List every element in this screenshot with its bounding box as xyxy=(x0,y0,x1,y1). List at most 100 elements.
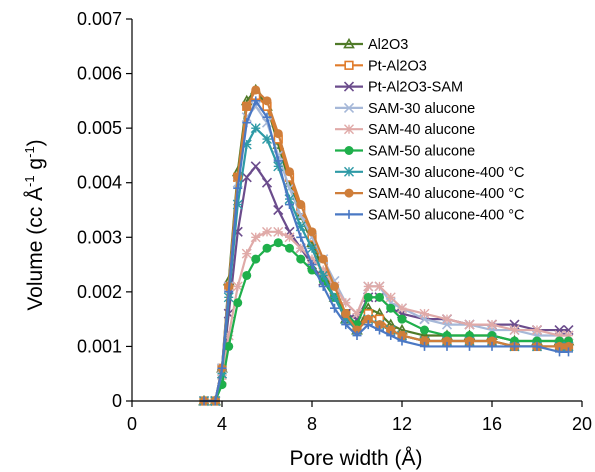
y-tick-label: 0 xyxy=(112,391,122,411)
series-point xyxy=(273,129,283,139)
series-point xyxy=(242,118,252,128)
series-point xyxy=(397,331,407,341)
x-tick-label: 4 xyxy=(217,414,227,434)
series-point xyxy=(385,292,396,303)
series-point xyxy=(532,341,542,351)
series-point xyxy=(555,347,564,357)
legend-item: Pt-Al2O3 xyxy=(335,58,427,74)
legend-item: SAM-50 alucone xyxy=(335,144,475,160)
series-point xyxy=(318,281,328,291)
legend-label: SAM-30 alucone xyxy=(368,101,475,117)
series-point xyxy=(273,238,283,248)
legend-marker xyxy=(344,188,354,198)
series-point xyxy=(262,243,272,253)
legend-item: Pt-Al2O3-SAM xyxy=(335,80,463,96)
series-point xyxy=(284,194,295,205)
series-point xyxy=(273,204,284,216)
series-point xyxy=(555,341,564,351)
series-point xyxy=(554,330,565,341)
series-point xyxy=(363,320,373,330)
series-point xyxy=(420,341,429,351)
series-point xyxy=(307,227,317,237)
legend-item: SAM-50 alucone-400 °C xyxy=(335,207,525,223)
series-point xyxy=(420,336,429,346)
legend-item: SAM-30 alucone-400 °C xyxy=(335,165,525,181)
series-9 xyxy=(199,96,573,406)
series-point xyxy=(295,221,306,232)
legend-label: Pt-Al2O3 xyxy=(368,58,427,74)
series-point xyxy=(564,341,573,351)
legend-marker xyxy=(344,60,354,70)
series-point xyxy=(442,314,452,325)
series-point xyxy=(442,336,452,346)
series-point xyxy=(386,331,396,341)
y-axis-title: Volume (cc Å-1 g-1) xyxy=(22,139,47,310)
series-point xyxy=(224,287,234,297)
y-tick-label: 0.004 xyxy=(77,173,122,193)
legend-label: Pt-Al2O3-SAM xyxy=(368,80,463,96)
y-axis-title-sup2: -1 xyxy=(22,146,37,158)
legend-label: SAM-40 alucone xyxy=(368,122,475,138)
series-point xyxy=(224,341,234,351)
legend-label: SAM-50 alucone-400 °C xyxy=(368,207,525,223)
series-line xyxy=(204,88,569,403)
y-axis-title-mid: g xyxy=(24,158,47,176)
series-point xyxy=(250,123,261,134)
series-point xyxy=(262,226,272,237)
series-point xyxy=(232,199,243,210)
series-point xyxy=(217,368,227,379)
series-point xyxy=(285,167,294,177)
legend-marker xyxy=(344,124,354,135)
series-point xyxy=(397,303,407,314)
series-point xyxy=(340,314,351,325)
x-tick-label: 16 xyxy=(482,414,502,434)
y-tick-label: 0.007 xyxy=(77,9,122,29)
legend-label: SAM-50 alucone xyxy=(368,144,475,160)
series-point xyxy=(251,96,261,106)
series-point xyxy=(464,319,475,330)
axes-layer xyxy=(131,19,582,402)
series-point xyxy=(363,281,374,292)
y-tick-label: 0.005 xyxy=(77,118,122,138)
legend-item: SAM-40 alucone xyxy=(335,122,475,138)
series-point xyxy=(318,265,329,276)
series-line xyxy=(204,230,569,403)
x-tick-label: 0 xyxy=(127,414,137,434)
series-point xyxy=(285,200,294,210)
series-point xyxy=(509,325,520,336)
series-point xyxy=(375,320,384,330)
series-point xyxy=(273,156,283,166)
series-line xyxy=(204,241,569,403)
series-point xyxy=(397,314,407,324)
series-point xyxy=(241,248,252,259)
series-point xyxy=(564,347,573,357)
series-point xyxy=(563,330,574,341)
series-point xyxy=(318,254,328,264)
series-point xyxy=(487,336,497,346)
series-point xyxy=(330,281,339,291)
series-point xyxy=(307,260,317,270)
legend-item: Al2O3 xyxy=(335,37,408,53)
series-point xyxy=(352,308,362,319)
legend-label: SAM-40 alucone-400 °C xyxy=(368,186,525,202)
x-axis-title: Pore width (Å) xyxy=(289,447,422,470)
legend-marker xyxy=(343,81,355,92)
series-point xyxy=(487,341,497,351)
series-point xyxy=(242,270,252,280)
legend-item: SAM-40 alucone-400 °C xyxy=(335,186,525,202)
series-point xyxy=(284,232,295,243)
series-point xyxy=(232,281,243,292)
series-point xyxy=(262,112,272,122)
series-point xyxy=(307,254,317,265)
series-point xyxy=(295,243,306,254)
series-point xyxy=(375,325,384,335)
series-point xyxy=(386,303,396,313)
legend-label: SAM-30 alucone-400 °C xyxy=(368,165,525,181)
ticks-layer: 0 4 8 12 16 20 0 0.001 0.002 0.003 0.004 0.005 0.006… xyxy=(77,9,592,434)
x-tick-label: 12 xyxy=(392,414,412,434)
series-point xyxy=(340,297,351,308)
series-point xyxy=(307,243,317,254)
series-point xyxy=(262,96,272,106)
y-tick-label: 0.001 xyxy=(77,336,122,356)
series-point xyxy=(242,101,252,111)
